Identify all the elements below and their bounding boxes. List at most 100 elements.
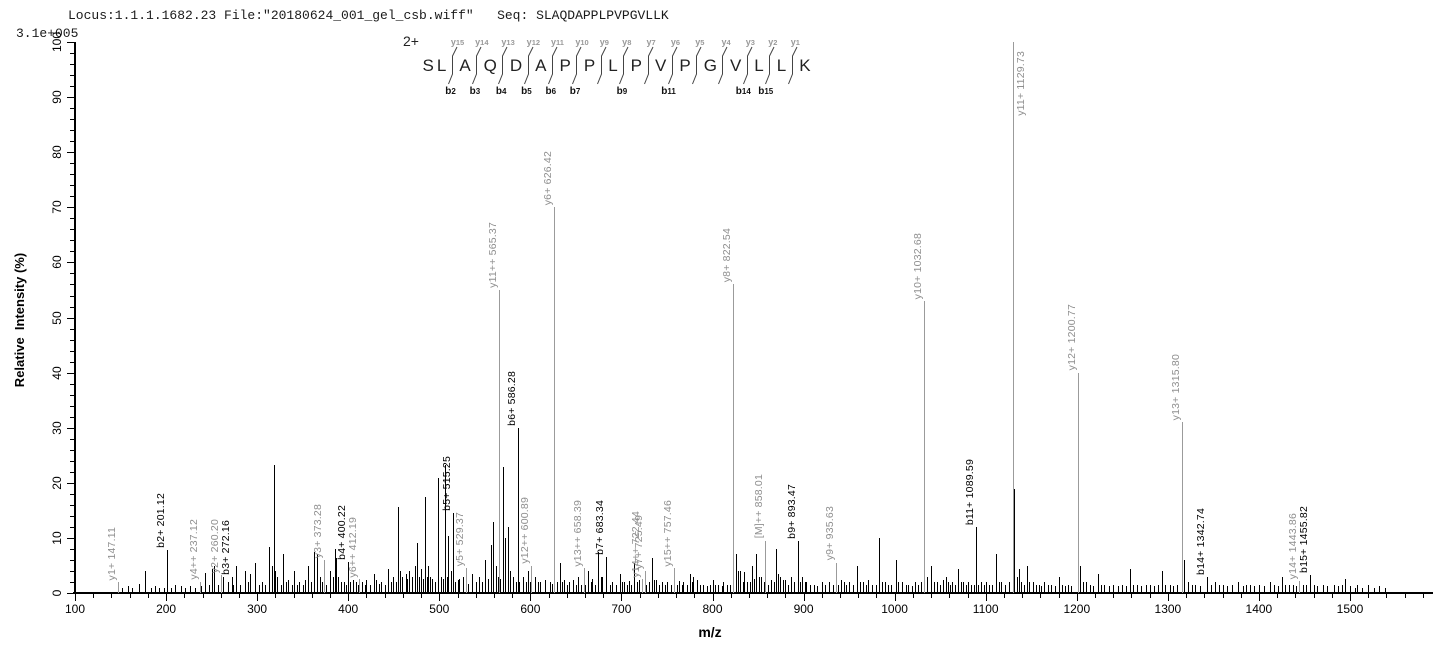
spectrum-peak — [1274, 585, 1276, 593]
x-minor-tick — [147, 594, 149, 598]
spectrum-peak — [709, 585, 711, 593]
x-axis-line — [73, 592, 1433, 594]
spectrum-peak — [744, 572, 746, 593]
spectrum-peak — [434, 582, 436, 593]
spectrum-peak — [1285, 584, 1287, 593]
spectrum-peak — [609, 584, 611, 593]
spectrum-peak — [952, 582, 953, 593]
spectrum-peak — [1038, 584, 1040, 593]
y-minor-tick — [70, 240, 74, 242]
spectrum-peak — [419, 576, 421, 593]
spectrum-peak-y10 — [924, 301, 926, 593]
spectrum-peak — [510, 571, 512, 593]
spectrum-peak — [430, 576, 432, 593]
spectrum-peak — [525, 582, 527, 593]
spectrum-peak — [1161, 571, 1163, 593]
spectrum-peak — [170, 587, 172, 593]
spectrum-peak — [1093, 586, 1095, 593]
peak-label: y11++ 565.37 — [486, 222, 499, 288]
x-tick-label: 300 — [247, 602, 268, 616]
spectrum-peak — [624, 582, 626, 593]
x-minor-tick — [603, 594, 605, 598]
spectrum-peak — [248, 582, 249, 593]
y-minor-tick — [70, 515, 74, 517]
spectrum-peak — [409, 571, 411, 593]
spectrum-peak — [806, 582, 808, 593]
spectrum-peak — [1242, 586, 1244, 593]
x-tick-label: 900 — [793, 602, 814, 616]
y-tick-label: 0 — [50, 589, 64, 597]
y-minor-tick — [70, 471, 74, 473]
spectrum-peak-M — [765, 540, 767, 593]
y-minor-tick — [70, 218, 74, 220]
spectrum-peak — [978, 584, 980, 593]
spectrum-peak — [1149, 584, 1151, 593]
spectrum-peak — [573, 579, 575, 593]
spectrum-peak — [852, 585, 854, 593]
peak-label: y9+ 935.63 — [824, 506, 836, 561]
spectrum-peak — [729, 584, 731, 593]
peak-label: y8+ 822.54 — [721, 228, 733, 283]
peak-label: y7+ 725.49 — [632, 514, 645, 569]
spectrum-peak — [564, 579, 566, 593]
spectrum-peak — [1122, 585, 1124, 593]
y-minor-tick — [70, 86, 74, 88]
spectrum-peak — [813, 584, 815, 593]
spectrum-peak — [905, 585, 907, 593]
y-minor-tick — [70, 53, 74, 54]
peak-label: y13++ 658.39 — [571, 499, 584, 567]
spectrum-peak — [947, 582, 949, 593]
spectrum-peak — [843, 582, 845, 593]
spectrum-peak — [484, 559, 486, 593]
spectrum-peak — [971, 585, 973, 593]
spectrum-peak — [881, 582, 883, 593]
spectrum-peak — [983, 585, 985, 593]
spectrum-peak-y14 — [641, 579, 643, 593]
residue-14: V — [729, 56, 742, 75]
y-minor-tick — [70, 394, 74, 396]
spectrum-peak — [1341, 585, 1343, 593]
y-ion-label: y7 — [646, 37, 656, 47]
x-minor-tick — [293, 594, 295, 598]
peak-label: y4++ 237.12 — [187, 519, 200, 580]
spectrum-peak — [785, 579, 787, 593]
fragment-mark-icon — [667, 46, 678, 85]
spectrum-peak — [340, 582, 342, 593]
y-minor-tick — [70, 185, 74, 187]
spectrum-peak — [1080, 565, 1082, 593]
x-minor-tick — [585, 594, 586, 598]
spectrum-peak — [1024, 584, 1025, 593]
spectrum-peak — [1345, 579, 1347, 593]
spectrum-peak-y5 — [466, 568, 467, 593]
x-minor-tick — [1295, 594, 1297, 598]
spectrum-peak-y4 — [199, 582, 201, 593]
spectrum-peak — [472, 574, 474, 593]
spectrum-peak — [164, 587, 166, 593]
spectrum-peak — [1306, 585, 1308, 593]
spectrum-peak — [967, 582, 969, 593]
y-minor-tick — [70, 493, 74, 495]
spectrum-peak — [838, 584, 840, 593]
spectrum-peak — [1021, 582, 1023, 593]
spectrum-peak — [275, 571, 277, 593]
x-major-tick — [257, 594, 259, 601]
y-major-tick — [67, 593, 74, 594]
spectrum-peak — [1154, 586, 1156, 593]
spectrum-peak — [321, 582, 323, 593]
spectrum-peak — [308, 565, 310, 593]
spectrum-peak — [1058, 576, 1060, 593]
spectrum-peak — [381, 582, 382, 593]
spectrum-peak — [507, 526, 509, 593]
y-minor-tick — [70, 449, 74, 451]
spectrum-peak — [821, 582, 823, 593]
b-ion-label: b6 — [545, 86, 557, 97]
y-tick-label: 80 — [50, 145, 64, 159]
spectrum-peak — [721, 586, 723, 593]
spectrum-peak — [790, 576, 792, 593]
spectrum-peak — [597, 552, 599, 593]
spectrum-peak — [1191, 585, 1193, 593]
spectrum-peak — [562, 582, 564, 593]
spectrum-peak — [401, 576, 403, 593]
spectrum-peak — [373, 574, 375, 593]
spectrum-peak — [1231, 585, 1233, 593]
